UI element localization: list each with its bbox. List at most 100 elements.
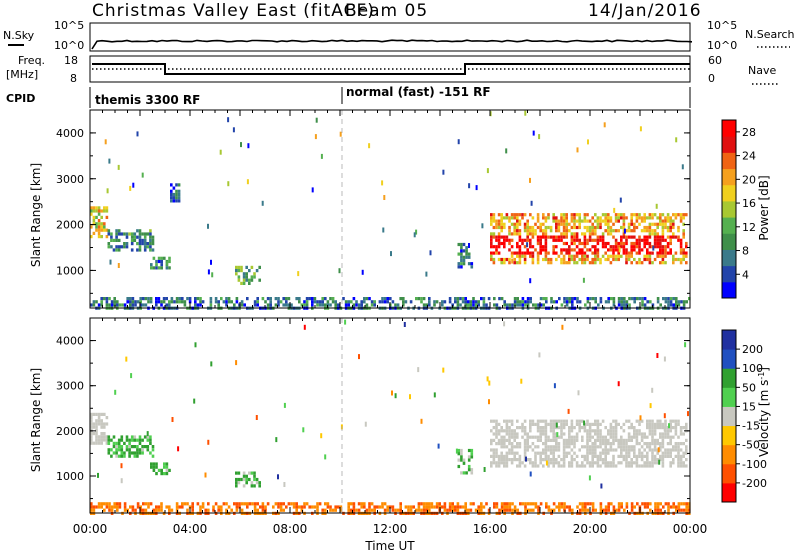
velocity-echo-cell <box>578 502 582 506</box>
velocity-echo-cell <box>422 502 426 506</box>
power-echo-cell <box>633 222 636 226</box>
velocity-echo-cell <box>256 508 259 512</box>
power-echo-cell <box>531 261 535 265</box>
velocity-echo-cell <box>141 451 144 455</box>
power-echo-cell <box>542 232 545 236</box>
power-echo-cell <box>617 216 620 220</box>
velocity-echo-cell <box>352 502 356 506</box>
power-echo-cell <box>518 261 522 265</box>
velocity-echo-cell <box>295 502 298 506</box>
power-echo-cell <box>298 297 301 301</box>
power-echo-cell <box>568 245 571 249</box>
velocity-echo-cell <box>112 445 116 449</box>
velocity-echo-cell <box>516 508 519 512</box>
velocity-echo-cell <box>537 505 540 509</box>
velocity-echo-cell <box>581 502 584 506</box>
velocity-echo-cell <box>560 426 563 430</box>
power-echo-cell <box>245 275 248 279</box>
velocity-echo-cell <box>123 454 126 458</box>
power-echo-cell <box>651 229 654 233</box>
power-echo-cell <box>460 242 463 247</box>
velocity-echo-cell <box>523 448 527 452</box>
velocity-echo-cell <box>536 435 540 439</box>
power-echo-cell <box>581 257 584 262</box>
power-echo-cell <box>110 303 114 307</box>
velocity-echo-cell <box>483 467 486 472</box>
power-echo-cell <box>151 242 155 246</box>
velocity-echo-cell <box>495 429 498 433</box>
velocity-echo-cell <box>591 464 594 468</box>
velocity-echo-cell <box>516 419 519 423</box>
power-echo-cell <box>555 300 558 304</box>
velocity-echo-cell <box>523 442 527 446</box>
power-echo-cell <box>497 257 501 262</box>
velocity-echo-cell <box>324 508 327 512</box>
velocity-echo-cell <box>97 438 101 442</box>
power-echo-cell <box>136 248 139 252</box>
velocity-echo-cell <box>420 502 423 506</box>
velocity-echo-cell <box>640 464 644 468</box>
velocity-echo-cell <box>549 451 553 455</box>
power-echo-cell <box>622 225 626 230</box>
power-echo-cell <box>92 206 96 210</box>
velocity-echo-cell <box>242 477 246 482</box>
power-echo-cell <box>170 297 174 301</box>
velocity-echo-cell <box>242 484 246 488</box>
velocity-colorbar-swatch <box>722 387 736 407</box>
power-echo-cell <box>415 297 418 301</box>
power-echo-cell <box>146 242 150 246</box>
power-echo-cell <box>138 238 142 242</box>
power-echo-cell <box>604 229 607 233</box>
power-echo-cell <box>492 216 496 220</box>
power-echo-cell <box>666 213 670 217</box>
power-echo-cell <box>225 297 228 301</box>
velocity-echo-cell <box>256 502 259 506</box>
power-echo-cell <box>589 297 592 301</box>
power-echo-cell <box>640 216 644 220</box>
power-echo-cell <box>230 300 233 304</box>
power-colorbar-tick: 12 <box>742 221 756 234</box>
power-echo-cell <box>370 303 374 307</box>
power-echo-cell <box>287 303 291 307</box>
velocity-echo-cell <box>531 422 535 426</box>
power-echo-cell <box>524 300 527 304</box>
velocity-echo-cell <box>337 505 340 509</box>
power-echo-cell <box>100 228 103 232</box>
power-echo-cell <box>601 241 605 246</box>
power-echo-cell <box>547 216 550 220</box>
velocity-echo-cell <box>151 448 155 452</box>
power-echo-cell <box>640 261 644 265</box>
velocity-echo-cell <box>120 438 124 442</box>
velocity-echo-cell <box>531 448 535 452</box>
power-echo-cell <box>381 300 384 304</box>
velocity-echo-cell <box>604 451 607 455</box>
power-echo-cell <box>625 303 629 307</box>
power-echo-cell <box>573 254 576 258</box>
power-echo-cell <box>679 257 683 262</box>
power-echo-cell <box>549 257 553 262</box>
velocity-colorbar-tick: -200 <box>742 477 767 490</box>
velocity-echo-cell <box>661 432 665 436</box>
power-echo-cell <box>596 241 600 246</box>
velocity-echo-cell <box>165 472 169 476</box>
velocity-echo-cell <box>594 429 597 433</box>
velocity-echo-cell <box>235 360 238 366</box>
velocity-echo-cell <box>622 448 626 452</box>
power-echo-cell <box>625 238 628 242</box>
velocity-echo-cell <box>146 438 150 442</box>
velocity-echo-cell <box>544 454 548 458</box>
power-echo-cell <box>246 179 249 185</box>
velocity-echo-cell <box>620 454 623 458</box>
power-echo-cell <box>648 225 652 230</box>
velocity-echo-cell <box>594 442 597 446</box>
velocity-echo-cell <box>155 465 158 469</box>
power-echo-cell <box>490 213 493 217</box>
power-echo-cell <box>601 213 605 217</box>
velocity-echo-cell <box>529 508 532 512</box>
velocity-echo-cell <box>103 435 106 439</box>
velocity-echo-cell <box>586 429 589 433</box>
velocity-echo-cell <box>409 508 413 512</box>
power-echo-cell <box>655 203 658 209</box>
power-echo-cell <box>609 254 613 258</box>
velocity-echo-cell <box>490 461 493 465</box>
